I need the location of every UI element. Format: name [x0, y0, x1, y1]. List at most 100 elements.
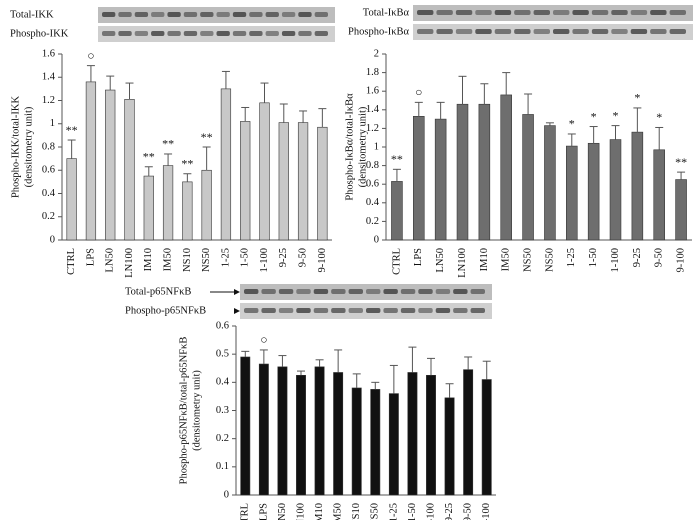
blot-band: [553, 10, 570, 15]
blot-band: [591, 29, 609, 34]
significance-marker: *: [591, 109, 597, 123]
blot-band: [167, 31, 181, 36]
blot-band: [366, 308, 381, 313]
y-tick-label: 0: [224, 489, 229, 500]
significance-marker: *: [634, 91, 640, 105]
x-tick-label: 1-50: [588, 248, 599, 267]
error-bar: [464, 356, 473, 370]
bar: [478, 103, 491, 241]
bar: [456, 103, 469, 241]
blot-band: [455, 10, 473, 15]
x-tick-label: IM50: [333, 503, 344, 520]
error-bar: [241, 106, 250, 122]
x-tick-label: 9-50: [654, 248, 665, 267]
bar: [277, 366, 288, 496]
x-tick-label: LPS: [258, 503, 269, 520]
bar: [296, 374, 306, 496]
blot-band: [134, 12, 149, 17]
bar: [278, 122, 289, 241]
x-tick-label: LN100: [457, 248, 468, 278]
error-bar: [125, 82, 134, 100]
x-tick-label: 1-25: [220, 248, 231, 267]
error-bar: [458, 75, 467, 105]
bar: [105, 89, 116, 241]
blot-band: [261, 308, 276, 313]
bar: [566, 145, 578, 241]
blot-band: [118, 31, 132, 36]
y-tick-label: 0.2: [216, 433, 229, 444]
x-tick-label: CTRL: [66, 248, 77, 275]
error-bar: [545, 122, 554, 126]
bar: [124, 99, 135, 241]
error-bar: [445, 383, 454, 398]
blot-band: [118, 12, 132, 17]
blot-band: [650, 10, 667, 15]
bar: [66, 158, 77, 241]
blot-band: [331, 308, 346, 313]
blot-band: [533, 10, 550, 15]
bar: [481, 379, 492, 496]
blot-label: Phospho-p65NFκB: [125, 305, 206, 316]
y-tick-label: 0.5: [216, 349, 229, 360]
y-tick-label: 1.4: [42, 72, 56, 83]
blot-band: [418, 289, 433, 294]
blot-band: [572, 10, 589, 15]
x-tick-label: CTRL: [391, 248, 402, 275]
blot-band: [244, 308, 259, 313]
error-bar: [241, 350, 250, 357]
blot-band: [650, 29, 667, 34]
x-tick-label: NS50: [522, 248, 533, 272]
error-bar: [567, 133, 576, 147]
blot-band: [453, 308, 468, 313]
blot-band: [102, 12, 116, 17]
y-tick-label: 0.2: [366, 216, 379, 227]
bar: [609, 139, 622, 241]
error-bar: [221, 70, 230, 89]
significance-marker: **: [391, 152, 403, 166]
y-tick-label: 0.6: [42, 165, 55, 176]
blot-band: [278, 308, 294, 313]
blot-label: Total-IκBα: [363, 7, 410, 18]
y-axis-label: Phospho-IκBα/total-IκBα: [344, 93, 355, 201]
x-tick-label: NS10: [351, 503, 362, 520]
blot-band: [669, 29, 686, 34]
y-axis-label: (densitometry unit): [23, 106, 34, 187]
blot-band: [348, 308, 363, 313]
error-bar: [86, 65, 95, 82]
blot-band: [494, 10, 512, 15]
error-bar: [589, 126, 598, 144]
x-tick-label: 1-100: [259, 248, 270, 273]
x-tick-label: NS50: [201, 248, 212, 272]
x-tick-label: 1-50: [407, 503, 418, 520]
x-tick-label: 9-100: [675, 248, 686, 273]
bar: [463, 369, 474, 496]
blot-band: [265, 12, 279, 17]
x-tick-label: 9-100: [317, 248, 328, 273]
error-bar: [427, 357, 435, 376]
x-tick-label: NS10: [182, 248, 193, 272]
y-tick-label: 0.4: [366, 197, 380, 208]
blot-band: [265, 31, 279, 36]
y-tick-label: 1.6: [42, 48, 55, 59]
blot-band: [313, 308, 329, 313]
significance-marker: ○: [415, 85, 422, 99]
bar: [297, 122, 309, 241]
blot-band: [232, 12, 247, 17]
error-bar: [677, 171, 686, 180]
blot-band: [435, 308, 451, 313]
error-bar: [502, 72, 511, 95]
y-tick-label: 2: [374, 48, 379, 59]
blot-band: [366, 289, 381, 294]
error-bar: [144, 166, 153, 177]
y-tick-label: 1: [374, 141, 379, 152]
y-tick-label: 0.2: [42, 211, 55, 222]
blot-band: [669, 10, 686, 15]
y-axis-label: Phospho-p65NFκB/total-p65NFκB: [178, 337, 189, 485]
significance-marker: *: [613, 108, 619, 122]
bar: [388, 393, 399, 496]
bar: [240, 121, 251, 241]
error-bar: [106, 75, 115, 91]
error-bar: [334, 349, 343, 373]
error-bar: [352, 373, 361, 388]
error-bar: [67, 139, 76, 159]
